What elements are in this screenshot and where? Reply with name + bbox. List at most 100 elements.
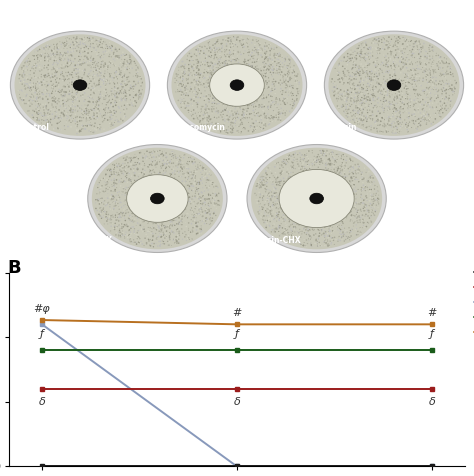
Point [358,100,366,108]
Point [388,87,395,95]
Point [82,109,90,117]
Point [337,167,345,174]
Point [38,116,46,124]
Point [116,228,124,236]
Point [189,65,197,72]
Point [60,83,67,90]
Point [374,188,382,195]
Point [155,228,163,235]
Point [301,229,308,237]
Point [384,82,392,89]
Point [360,196,368,204]
Point [344,234,351,242]
Point [129,102,137,110]
Point [187,228,194,236]
Point [44,109,52,117]
Point [368,196,376,203]
Point [155,151,162,159]
Point [130,238,138,246]
Point [251,99,258,107]
Point [329,204,337,211]
Point [447,71,455,79]
Point [182,174,189,181]
Point [343,65,350,72]
Point [106,199,113,207]
Point [207,211,214,219]
Point [215,189,222,197]
Point [132,61,140,69]
Point [200,175,207,182]
Point [335,179,343,187]
Point [352,89,360,96]
Point [325,240,332,248]
Point [254,82,261,90]
Point [89,56,97,64]
Point [106,39,113,46]
Point [115,64,122,72]
Point [38,81,46,89]
Point [137,204,144,212]
Point [75,57,82,65]
Point [331,168,338,175]
Point [136,193,143,201]
Point [330,190,337,198]
Point [61,99,68,106]
Point [158,214,165,221]
Point [75,43,82,51]
Point [30,65,37,72]
Point [109,43,116,50]
Point [100,94,108,102]
Point [218,78,226,86]
Point [37,78,45,86]
Point [356,166,364,174]
Point [390,118,398,126]
Point [273,179,281,187]
Point [156,195,164,202]
Point [95,101,102,109]
Point [112,73,120,81]
Point [287,169,294,176]
Point [72,62,79,69]
Point [411,80,419,88]
Point [363,124,370,131]
Point [384,113,392,120]
Point [166,204,173,211]
Point [319,154,327,162]
Point [192,63,200,71]
Point [318,159,326,166]
Point [153,186,161,193]
Point [274,116,282,124]
Point [36,82,44,89]
Point [163,232,170,239]
Point [100,205,107,213]
Point [282,109,289,117]
Point [86,108,93,115]
Point [375,80,383,88]
Point [361,94,368,102]
Point [371,70,378,78]
Point [328,175,336,183]
Point [235,33,242,41]
Point [88,95,95,103]
Point [231,49,239,56]
Point [201,168,209,175]
Point [278,197,286,205]
Point [215,86,222,94]
Point [199,102,207,110]
Point [34,116,41,124]
Point [148,170,155,178]
Point [231,57,239,65]
Point [203,121,210,129]
Point [181,83,189,90]
Point [261,114,269,122]
Point [128,101,136,109]
Point [375,67,383,74]
Point [124,163,131,171]
Point [50,59,57,67]
Point [384,103,392,110]
Point [93,108,101,115]
Point [154,219,161,227]
Point [355,178,363,186]
Point [385,90,393,98]
Text: Vancomycin: Vancomycin [174,123,226,132]
